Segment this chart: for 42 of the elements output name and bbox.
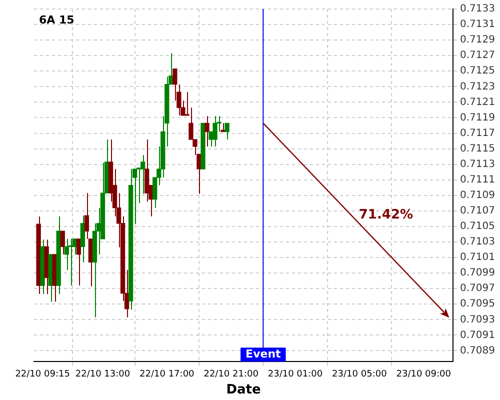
y-tick-label: 0.7109 (460, 190, 496, 201)
candlestick (224, 122, 230, 140)
chart-title: 6A 15 (39, 13, 74, 26)
annotation: 71.42% (358, 208, 414, 223)
y-tick-label: 0.7089 (460, 345, 496, 356)
y-tick-label: 0.7099 (460, 268, 496, 279)
y-tick-label: 0.7133 (460, 4, 496, 15)
candlestick (140, 154, 146, 194)
x-tick-label: 23/10 01:00 (268, 369, 323, 380)
y-tick-label: 0.7107 (460, 206, 496, 217)
y-tick-label: 0.7091 (460, 330, 496, 341)
x-tick-label: 23/10 09:00 (396, 369, 452, 380)
y-tick-label: 0.7105 (460, 221, 496, 232)
ref-line-label: Event (246, 347, 281, 360)
x-tick-label: 22/10 21:00 (204, 369, 259, 380)
x-axis-title: Date (226, 382, 261, 398)
y-tick-label: 0.7103 (460, 236, 496, 248)
y-tick-label: 0.7093 (460, 314, 496, 326)
candlestick (60, 230, 65, 255)
candlestick (64, 238, 69, 270)
y-tick-label: 0.7125 (460, 66, 496, 77)
x-tick-label: 23/10 05:00 (332, 369, 388, 380)
x-tick-label: 22/10 13:00 (75, 369, 130, 380)
x-tick-label: 22/10 17:00 (140, 369, 195, 380)
y-tick-label: 0.7119 (460, 112, 496, 124)
y-tick-label: 0.7127 (460, 50, 496, 62)
y-tick-label: 0.7095 (460, 298, 496, 310)
y-tick-label: 0.7121 (460, 96, 496, 108)
y-tick-label: 0.7115 (460, 143, 496, 154)
y-tick-label: 0.7131 (460, 19, 496, 30)
y-tick-label: 0.7113 (460, 158, 496, 170)
y-tick-label: 0.7097 (460, 283, 496, 294)
y-tick-label: 0.7101 (460, 252, 496, 264)
candlestick (204, 116, 210, 147)
y-tick-label: 0.7111 (460, 174, 496, 186)
y-tick-label: 0.7117 (460, 128, 496, 139)
candlestick (176, 84, 182, 116)
y-tick-label: 0.7123 (460, 81, 496, 92)
y-tick-label: 0.7129 (460, 34, 496, 46)
candlestick (212, 116, 218, 147)
candlestick (80, 215, 85, 263)
x-tick-label: 22/10 09:15 (15, 369, 70, 380)
